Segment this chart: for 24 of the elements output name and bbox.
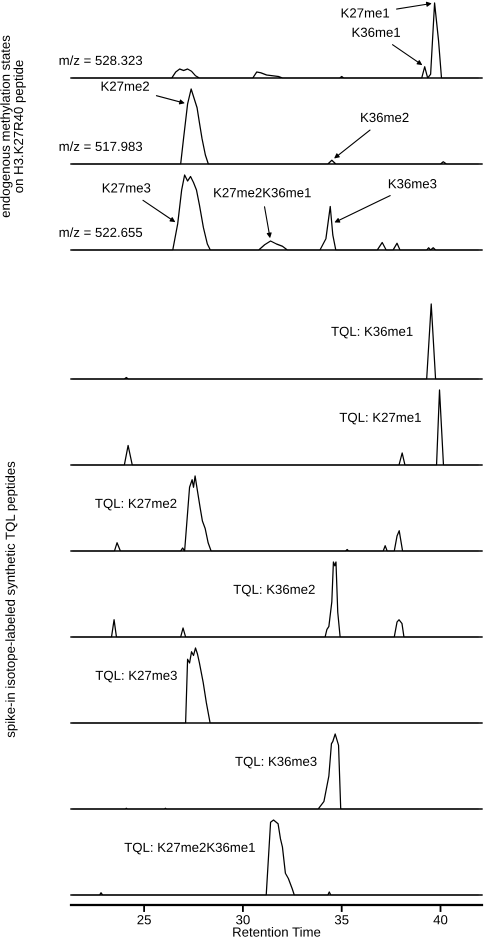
- y-axis-title: spike-in isotope-labeled synthetic TQL peptides: [5, 462, 18, 738]
- series-label: m/z = 528.323: [60, 55, 142, 66]
- series-label: TQL: K36me1: [331, 326, 413, 338]
- x-tick-label: 40: [433, 915, 448, 924]
- series-label: m/z = 522.655: [60, 227, 142, 238]
- annotation: K27me2K36me1: [214, 188, 311, 198]
- x-tick-label: 35: [334, 915, 348, 924]
- series-label: TQL: K36me2: [234, 584, 315, 596]
- annotation: K27me2: [102, 82, 149, 91]
- annotation: K36me2: [361, 112, 409, 122]
- annotation: K36me3: [388, 179, 436, 188]
- series-label: TQL: K36me3: [235, 756, 317, 768]
- series-label: TQL: K27me1: [340, 412, 421, 424]
- x-axis-title: Retention Time: [233, 927, 320, 937]
- annotation: K36me1: [352, 28, 400, 37]
- x-tick-label: 30: [236, 915, 250, 924]
- annotation: K27me3: [102, 183, 150, 193]
- series-label: TQL: K27me2: [95, 498, 176, 510]
- series-label: TQL: K27me3: [96, 670, 177, 682]
- annotation: K27me1: [342, 8, 390, 18]
- series-label: TQL: K27me2K36me1: [124, 842, 255, 854]
- y-axis-title: endogenous methylation states on H3.K27R40 peptide: [0, 36, 26, 218]
- x-tick-label: 25: [137, 915, 151, 924]
- series-label: m/z = 517.983: [60, 141, 142, 152]
